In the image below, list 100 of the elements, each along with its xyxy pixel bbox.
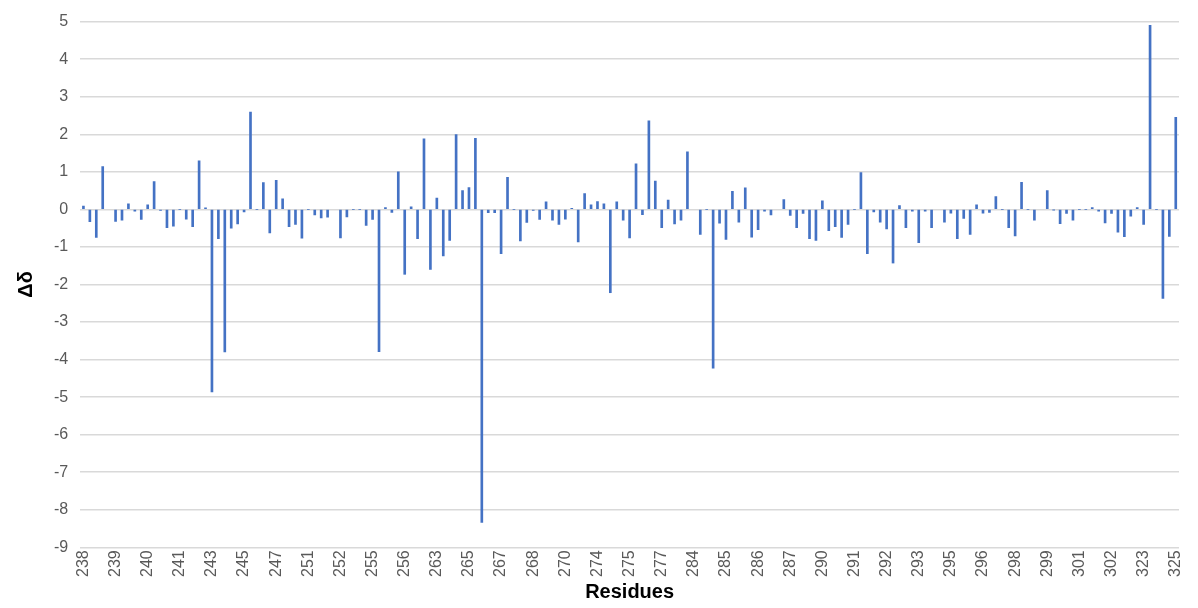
x-tick-label: 301 [1069, 550, 1087, 578]
x-tick-label: 295 [941, 550, 959, 578]
bar [1174, 117, 1178, 209]
y-axis-title: Δδ [13, 271, 36, 298]
bar [975, 204, 978, 209]
y-tick-label: 3 [59, 87, 69, 105]
bar [576, 209, 580, 243]
bar [788, 209, 792, 216]
x-tick-label: 325 [1166, 550, 1184, 578]
bar [609, 209, 612, 294]
bar [217, 209, 220, 239]
bar [268, 209, 272, 234]
bar [191, 209, 194, 227]
x-tick-label: 251 [298, 550, 316, 578]
bar [821, 200, 824, 209]
bar [596, 201, 599, 209]
bar [653, 180, 657, 209]
bar [782, 199, 786, 209]
x-tick-label: 252 [330, 550, 348, 578]
bar [1020, 181, 1023, 209]
bar [686, 151, 689, 209]
bar [628, 209, 631, 239]
bar [313, 209, 317, 216]
x-tick-label: 239 [105, 550, 123, 578]
bar [731, 191, 734, 209]
x-tick-label: 296 [973, 550, 991, 578]
bar [403, 209, 407, 275]
x-tick-label: 270 [555, 550, 573, 578]
bar [917, 209, 921, 244]
x-tick-label: 323 [1134, 550, 1152, 578]
bar [833, 209, 837, 227]
y-tick-label: -3 [53, 312, 69, 330]
bar [262, 182, 265, 209]
bar [416, 209, 419, 239]
bar [172, 209, 175, 227]
y-tick-label: -6 [53, 425, 69, 443]
y-tick-label: -8 [53, 500, 69, 518]
x-tick-label: 247 [266, 550, 284, 578]
bar [641, 209, 644, 215]
bar [448, 209, 452, 241]
y-tick-label: 0 [59, 199, 69, 217]
x-tick-label: 274 [587, 550, 605, 578]
bar [506, 177, 509, 209]
bar [82, 205, 85, 209]
bar [371, 209, 374, 220]
bar [538, 209, 541, 220]
bar [1033, 209, 1036, 221]
bar [139, 209, 143, 220]
y-tick-label: -2 [53, 274, 69, 292]
bar [319, 209, 323, 219]
bar [808, 209, 811, 239]
bar [1168, 209, 1171, 237]
x-tick-label: 293 [909, 550, 927, 578]
bar [943, 209, 946, 223]
bar [486, 209, 490, 214]
bar [955, 209, 959, 239]
bar [281, 198, 284, 209]
bar [184, 209, 188, 220]
bar [1110, 209, 1113, 214]
y-tick-label: 1 [59, 162, 69, 180]
bar [698, 209, 702, 235]
bar [294, 209, 297, 225]
x-tick-label: 275 [620, 550, 638, 578]
y-tick-label: 5 [59, 12, 69, 30]
bar [474, 138, 477, 209]
x-tick-label: 277 [652, 550, 670, 578]
bar [930, 209, 933, 229]
bar [525, 209, 529, 223]
bar [1007, 209, 1011, 229]
x-tick-label: 265 [459, 550, 477, 578]
bar [743, 187, 747, 209]
x-tick-label: 291 [844, 550, 862, 578]
bar [564, 209, 567, 220]
x-tick-label: 284 [684, 550, 702, 578]
x-tick-label: 245 [234, 550, 252, 578]
bar [660, 209, 664, 229]
bar [461, 190, 464, 209]
bar [229, 209, 233, 229]
bar [396, 171, 400, 209]
x-tick-label: 292 [877, 550, 895, 578]
bar [429, 209, 432, 270]
bar [795, 209, 798, 229]
bar [750, 209, 754, 238]
y-tick-label: -7 [53, 462, 69, 480]
bar [1129, 209, 1133, 217]
bar [480, 209, 484, 523]
bar [898, 205, 901, 209]
bar [441, 209, 445, 257]
bar [988, 209, 991, 213]
bar [114, 209, 117, 222]
bar [866, 209, 869, 254]
x-tick-label: 285 [716, 550, 734, 578]
bar [493, 209, 496, 214]
x-axis-title: Residues [585, 579, 675, 602]
bar [878, 209, 882, 223]
bar [1045, 190, 1049, 209]
bar [1142, 209, 1145, 225]
x-tick-label: 255 [362, 550, 380, 578]
bar [274, 180, 278, 209]
bar [236, 209, 239, 225]
